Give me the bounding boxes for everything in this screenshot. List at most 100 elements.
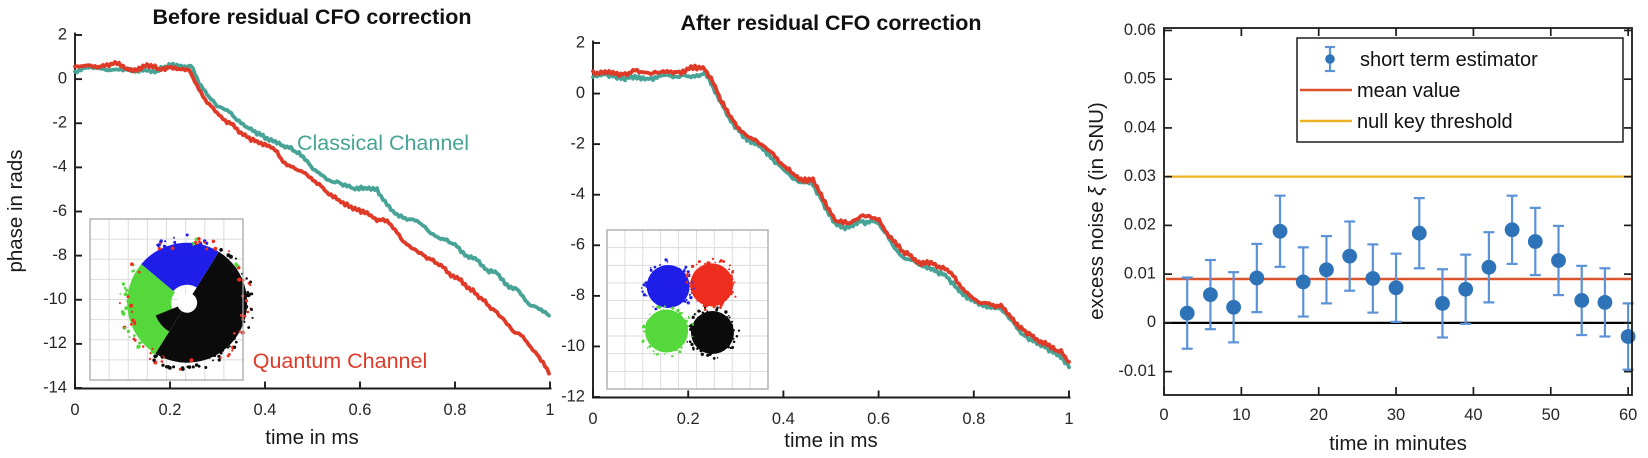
tick-label: 30 <box>1387 406 1405 424</box>
constellation-speckle <box>189 358 194 363</box>
tick-label: -14 <box>43 378 67 396</box>
constellation-speckle <box>126 295 130 299</box>
constellation-speckle <box>174 243 177 246</box>
constellation-speckle <box>704 262 707 265</box>
tick-label: -4 <box>52 158 67 176</box>
constellation-speckle <box>197 240 202 244</box>
constellation-speckle <box>724 272 728 276</box>
constellation-speckle <box>695 324 698 326</box>
constellation-speckle <box>151 350 156 355</box>
constellation-speckle <box>690 292 693 294</box>
constellation-speckle <box>727 272 730 275</box>
legend-marker-glyph <box>1325 54 1335 64</box>
constellation-speckle <box>141 345 145 348</box>
constellation-speckle <box>689 328 692 331</box>
constellation-speckle <box>157 247 162 251</box>
data-point-marker <box>1388 280 1404 296</box>
constellation-speckle <box>249 280 253 284</box>
data-point-marker <box>1458 281 1474 297</box>
constellation-speckle <box>190 243 193 246</box>
constellation-speckle <box>120 310 125 314</box>
constellation-speckle <box>686 301 690 305</box>
tick-label: 0.2 <box>159 401 182 419</box>
constellation-speckle <box>686 324 689 327</box>
constellation-speckle <box>672 268 675 271</box>
constellation-speckle <box>157 245 160 248</box>
constellation-speckle <box>666 260 669 263</box>
constellation-speckle <box>689 285 691 288</box>
constellation-speckle <box>725 341 728 344</box>
constellation-speckle <box>685 298 688 301</box>
constellation-speckle <box>160 350 164 354</box>
constellation-speckle <box>659 310 662 313</box>
tick-label: 0 <box>70 401 79 419</box>
tick-label: -8 <box>570 286 585 304</box>
constellation-speckle <box>197 364 201 368</box>
tick-label: 1 <box>545 401 554 419</box>
constellation-speckle <box>722 260 726 263</box>
constellation-speckle <box>676 301 679 304</box>
constellation-speckle <box>685 290 688 293</box>
constellation-speckle <box>689 281 693 285</box>
constellation-speckle <box>718 349 720 352</box>
constellation-speckle <box>703 308 707 311</box>
constellation-speckle <box>212 353 217 358</box>
data-point-marker <box>1342 248 1358 264</box>
constellation-speckle <box>686 272 689 275</box>
constellation-speckle <box>704 349 707 352</box>
tick-label: 0.4 <box>254 401 277 419</box>
constellation-speckle <box>716 306 719 309</box>
constellation-speckle <box>667 311 670 315</box>
constellation-speckle <box>726 316 728 318</box>
constellation-speckle <box>696 347 699 351</box>
constellation-speckle <box>731 320 734 323</box>
tick-label: 0.8 <box>962 410 985 428</box>
constellation-speckle <box>125 288 129 292</box>
constellation-speckle <box>642 283 646 287</box>
constellation-speckle <box>650 297 652 299</box>
constellation-speckle <box>700 300 704 304</box>
constellation-speckle <box>661 309 665 313</box>
constellation-speckle <box>692 334 695 337</box>
constellation-speckle <box>137 270 141 274</box>
constellation-speckle <box>235 263 239 268</box>
constellation-speckle <box>162 244 167 248</box>
constellation-speckle <box>664 258 668 262</box>
xi-symbol: ξ <box>1085 186 1108 196</box>
constellation-speckle <box>708 261 711 264</box>
constellation-speckle <box>728 268 731 271</box>
constellation-speckle <box>231 336 236 341</box>
constellation-speckle <box>728 275 731 278</box>
constellation-speckle <box>123 292 128 297</box>
constellation-speckle <box>655 299 657 301</box>
constellation-speckle <box>226 354 230 358</box>
curve-classical <box>73 61 551 318</box>
constellation-speckle <box>152 358 156 362</box>
tick-label: 0.03 <box>1124 167 1156 185</box>
constellation-speckle <box>721 346 725 349</box>
constellation-blob-inset_red <box>690 263 734 307</box>
tick-label: 0.8 <box>444 401 467 419</box>
constellation-speckle <box>653 314 656 317</box>
constellation-speckle <box>706 310 709 313</box>
constellation-speckle <box>671 310 674 312</box>
constellation-speckle <box>731 283 735 286</box>
inset-grid <box>607 230 768 389</box>
constellation-speckle <box>166 357 169 360</box>
constellation-speckle <box>640 287 643 289</box>
constellation-speckle <box>247 326 251 329</box>
constellation-speckle <box>131 318 135 323</box>
constellation-speckle <box>194 363 199 367</box>
constellation-speckle <box>119 293 122 295</box>
tick-label: 0.02 <box>1124 216 1156 234</box>
constellation-speckle <box>733 281 736 284</box>
constellation-speckle <box>213 246 218 251</box>
constellation-speckle <box>731 290 734 294</box>
constellation-speckle <box>126 329 131 334</box>
constellation-speckle <box>243 320 246 323</box>
constellation-speckle <box>226 253 231 258</box>
tick-label: 0 <box>1159 406 1168 424</box>
constellation-speckle <box>697 316 700 319</box>
constellation-speckle <box>690 325 694 329</box>
constellation-speckle <box>128 336 131 338</box>
